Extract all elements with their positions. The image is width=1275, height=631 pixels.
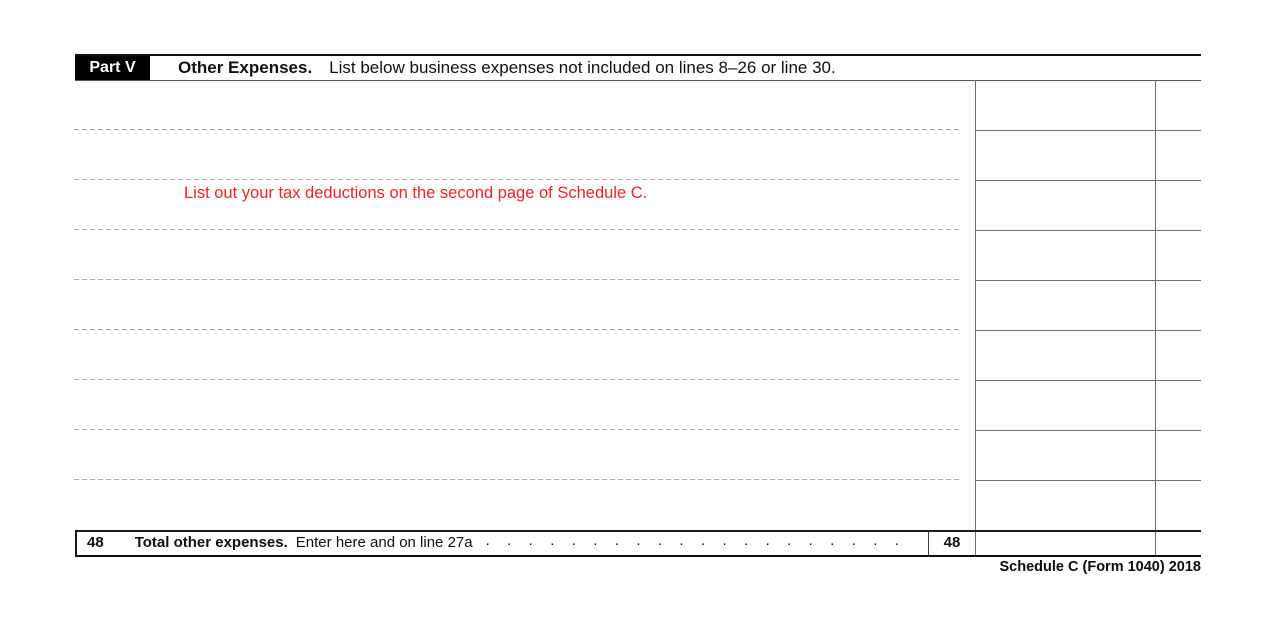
total-cents-cell[interactable] — [1156, 531, 1201, 554]
expense-cents-cell[interactable] — [1156, 380, 1201, 430]
total-other-expenses-label: Total other expenses. — [134, 534, 288, 552]
expense-description-line[interactable] — [74, 480, 960, 530]
table-row-line — [975, 480, 1201, 481]
expense-description-line[interactable] — [74, 130, 960, 180]
amount-column-left-line — [975, 79, 976, 557]
expense-cents-cell[interactable] — [1156, 330, 1201, 380]
expense-cents-cell[interactable] — [1156, 230, 1201, 280]
expense-description-line[interactable] — [74, 380, 960, 430]
section-subtitle: List below business expenses not include… — [329, 57, 836, 77]
line-48-ref: 48 — [943, 534, 961, 552]
expense-amount-cell[interactable] — [976, 180, 1154, 230]
line-ref-box-left-line — [928, 531, 929, 555]
table-row-line — [975, 180, 1201, 181]
expense-amount-cell[interactable] — [976, 280, 1154, 330]
section-title: Other Expenses. — [178, 57, 313, 77]
expense-amount-cell[interactable] — [976, 330, 1154, 380]
expense-description-line[interactable] — [74, 230, 960, 280]
total-amount-cell[interactable] — [976, 531, 1154, 554]
expense-cents-cell[interactable] — [1156, 430, 1201, 480]
table-row-line — [975, 130, 1201, 131]
section-header: Other Expenses. List below business expe… — [178, 56, 836, 80]
expense-description-line[interactable]: List out your tax deductions on the seco… — [74, 80, 960, 202]
expense-description-line[interactable] — [74, 330, 960, 380]
expense-amount-cell[interactable] — [976, 80, 1154, 130]
expense-amount-cell[interactable] — [976, 380, 1154, 430]
line-48-number: 48 — [87, 534, 104, 552]
expense-cents-cell[interactable] — [1156, 280, 1201, 330]
total-row-instruction: Enter here and on line 27a — [295, 534, 473, 552]
dot-leader: . . . . . . . . . . . . . . . . . . . . — [485, 532, 906, 550]
expense-cents-cell[interactable] — [1156, 130, 1201, 180]
expense-amount-cell[interactable] — [976, 230, 1154, 280]
table-row-line — [975, 430, 1201, 431]
expense-amount-cell[interactable] — [976, 130, 1154, 180]
expense-description-line[interactable] — [74, 280, 960, 330]
table-row-line — [975, 280, 1201, 281]
total-row-left-border — [75, 529, 77, 557]
expense-amount-cell[interactable] — [976, 430, 1154, 480]
form-bottom-rule — [75, 554, 1201, 558]
cents-column-left-line — [1155, 79, 1156, 557]
part-v-header-box: Part V — [75, 56, 150, 80]
form-footer: Schedule C (Form 1040) 2018 — [999, 558, 1201, 575]
total-row-top-rule — [75, 529, 1201, 532]
expense-description-line[interactable] — [74, 180, 960, 230]
part-v-label: Part V — [89, 58, 136, 76]
expense-description-line[interactable] — [74, 430, 960, 480]
table-row-line — [975, 380, 1201, 381]
line-48-ref-box: 48 — [929, 532, 975, 555]
header-top-rule — [75, 53, 1201, 57]
expense-amount-cell[interactable] — [976, 480, 1154, 530]
expense-cents-cell[interactable] — [1156, 480, 1201, 530]
table-row-line — [975, 230, 1201, 231]
total-other-expenses-row: 48 Total other expenses. Enter here and … — [77, 532, 928, 555]
table-row-line — [975, 330, 1201, 331]
expense-cents-cell[interactable] — [1156, 180, 1201, 230]
expense-cents-cell[interactable] — [1156, 80, 1201, 130]
